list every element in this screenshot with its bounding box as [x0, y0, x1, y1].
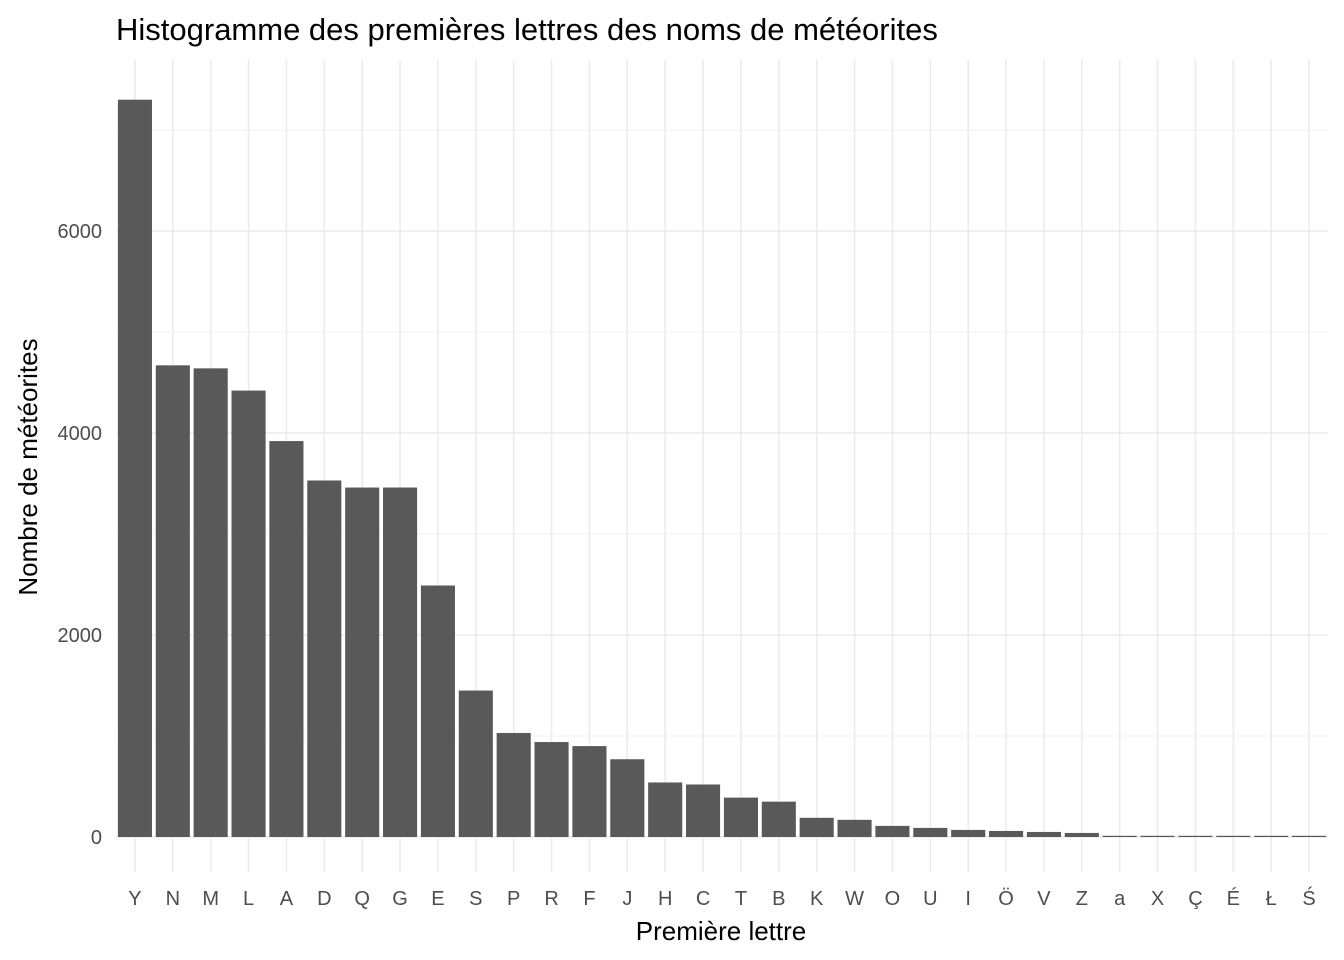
x-tick-label: O: [885, 888, 901, 910]
bar-N: [155, 365, 190, 837]
bar-J: [610, 759, 645, 837]
bar-U: [913, 827, 948, 837]
x-tick-label: L: [243, 888, 254, 910]
x-tick-label: V: [1037, 888, 1051, 910]
bar-Ö: [989, 830, 1024, 837]
x-tick-label: Ö: [998, 888, 1014, 910]
chart-title: Histogramme des premières lettres des no…: [116, 12, 938, 47]
x-tick-label: U: [923, 888, 937, 910]
bar-Ś: [1292, 835, 1327, 837]
bar-K: [799, 817, 834, 837]
bar-A: [269, 441, 304, 837]
x-tick-label: T: [735, 888, 747, 910]
x-tick-label: Y: [128, 888, 141, 910]
bar-É: [1216, 835, 1251, 837]
bar-V: [1026, 831, 1061, 837]
y-tick-label: 2000: [58, 625, 103, 647]
x-tick-label: G: [392, 888, 408, 910]
bar-M: [193, 368, 228, 837]
bar-Q: [345, 487, 380, 837]
bar-E: [420, 585, 455, 837]
x-tick-label: H: [658, 888, 672, 910]
bar-P: [496, 732, 531, 837]
y-tick-label: 6000: [58, 221, 103, 243]
bar-Ç: [1178, 835, 1213, 837]
bar-G: [383, 487, 418, 837]
x-tick-label: A: [280, 888, 294, 910]
x-tick-label: J: [622, 888, 632, 910]
x-tick-label: Ś: [1302, 886, 1315, 910]
y-axis-title: Nombre de météorites: [13, 338, 43, 595]
y-tick-label: 0: [91, 827, 102, 849]
x-tick-label: M: [202, 888, 219, 910]
x-tick-label: É: [1227, 887, 1240, 910]
x-axis-title: Première lettre: [636, 916, 807, 946]
x-tick-label: K: [810, 888, 824, 910]
bar-Y: [117, 99, 152, 837]
bar-S: [458, 690, 493, 837]
x-tick-label: Ł: [1266, 888, 1277, 910]
x-tick-label: Q: [354, 888, 370, 910]
bar-H: [648, 782, 683, 837]
bar-B: [761, 801, 796, 837]
bars: [117, 99, 1327, 837]
bar-Z: [1064, 832, 1099, 837]
bar-T: [723, 797, 758, 837]
bar-Ł: [1254, 835, 1289, 837]
y-axis-ticks: 0 2000 4000 6000: [58, 221, 103, 849]
bar-W: [837, 819, 872, 837]
x-tick-label: D: [317, 888, 331, 910]
bar-R: [534, 742, 569, 837]
bar-O: [875, 825, 910, 837]
x-tick-label: W: [845, 888, 864, 910]
x-tick-label: I: [965, 888, 971, 910]
y-tick-label: 4000: [58, 423, 103, 445]
bar-D: [307, 480, 342, 837]
x-tick-label: Ç: [1188, 888, 1202, 910]
x-tick-label: a: [1114, 888, 1126, 910]
x-tick-label: C: [696, 888, 710, 910]
bar-I: [951, 829, 986, 837]
x-tick-label: B: [772, 888, 785, 910]
bar-X: [1140, 835, 1175, 837]
x-tick-label: P: [507, 888, 520, 910]
x-tick-label: N: [166, 888, 180, 910]
bar-L: [231, 390, 266, 837]
x-tick-label: E: [431, 888, 444, 910]
x-tick-label: X: [1151, 888, 1164, 910]
x-tick-label: R: [544, 888, 558, 910]
bar-F: [572, 746, 607, 837]
x-tick-label: S: [469, 888, 482, 910]
bar-C: [686, 784, 721, 837]
bar-a: [1102, 835, 1137, 837]
x-tick-label: F: [583, 888, 595, 910]
x-tick-label: Z: [1076, 888, 1088, 910]
